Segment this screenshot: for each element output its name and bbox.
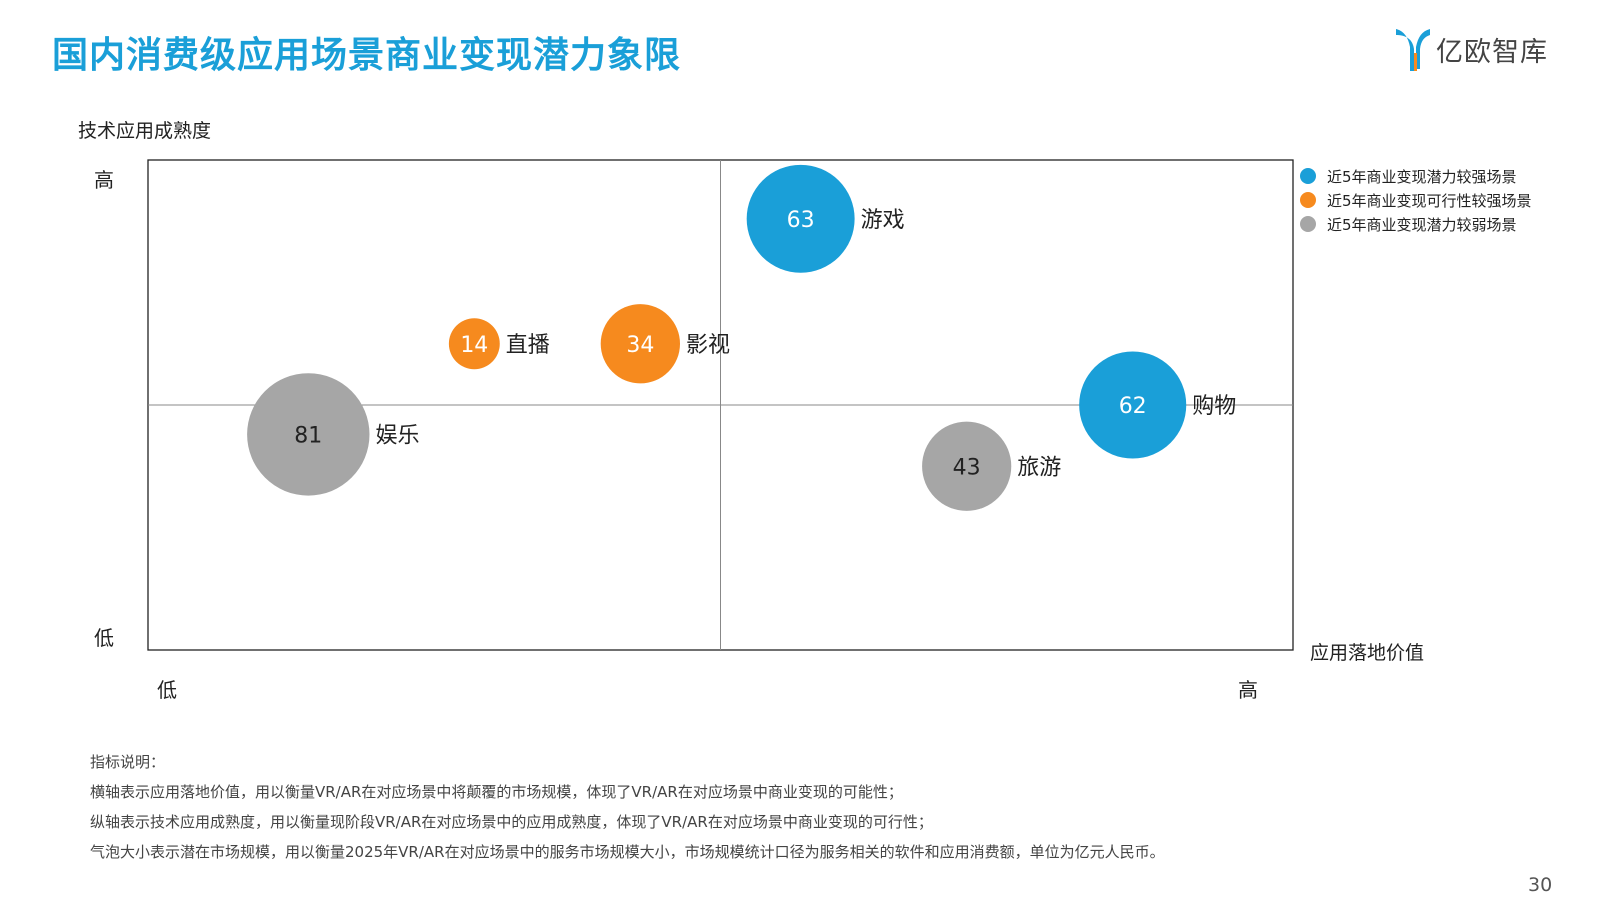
page-number: 30 bbox=[1528, 874, 1553, 896]
legend-item-weak-potential: 近5年商业变现潜力较弱场景 bbox=[1300, 212, 1532, 236]
y-axis-high-label: 高 bbox=[94, 168, 114, 192]
notes-line-y-axis: 纵轴表示技术应用成熟度，用以衡量现阶段VR/AR在对应场景中的应用成熟度，体现了… bbox=[90, 813, 933, 831]
bubble-category-label: 影视 bbox=[686, 333, 730, 358]
bubble-直播 bbox=[448, 318, 500, 370]
bubble-value-label: 62 bbox=[1119, 394, 1147, 419]
bubble-category-label: 旅游 bbox=[1017, 455, 1061, 480]
notes-line-bubble-size: 气泡大小表示潜在市场规模，用以衡量2025年VR/AR在对应场景中的服务市场规模… bbox=[90, 843, 1165, 861]
x-axis-high-label: 高 bbox=[1238, 678, 1258, 702]
notes-heading: 指标说明： bbox=[90, 753, 166, 771]
legend-item-strong-potential: 近5年商业变现潜力较强场景 bbox=[1300, 164, 1532, 188]
bubble-category-label: 游戏 bbox=[861, 208, 905, 233]
y-axis-title: 技术应用成熟度 bbox=[78, 120, 212, 142]
x-axis-title: 应用落地价值 bbox=[1310, 642, 1425, 664]
bubble-影视 bbox=[600, 304, 681, 384]
legend-label: 近5年商业变现潜力较弱场景 bbox=[1327, 215, 1517, 234]
legend-label: 近5年商业变现潜力较强场景 bbox=[1327, 167, 1517, 186]
bubble-购物 bbox=[1079, 351, 1187, 459]
bubble-value-label: 81 bbox=[294, 423, 322, 448]
yiou-logo-icon bbox=[1396, 29, 1430, 71]
x-axis-low-label: 低 bbox=[157, 678, 177, 702]
legend-item-strong-feasibility: 近5年商业变现可行性较强场景 bbox=[1300, 188, 1532, 212]
bubble-category-label: 娱乐 bbox=[376, 423, 420, 448]
bubble-value-label: 34 bbox=[626, 333, 654, 358]
bubble-layer: 63 游戏 62 购物 14 直播 34 影视 81 娱乐 43 旅游 bbox=[247, 164, 1236, 511]
page-title: 国内消费级应用场景商业变现潜力象限 bbox=[52, 35, 682, 76]
notes-line-x-axis: 横轴表示应用落地价值，用以衡量VR/AR在对应场景中将颠覆的市场规模，体现了VR… bbox=[90, 783, 903, 801]
legend-swatch bbox=[1300, 192, 1316, 208]
legend: 近5年商业变现潜力较强场景 近5年商业变现可行性较强场景 近5年商业变现潜力较弱… bbox=[1300, 164, 1532, 236]
legend-label: 近5年商业变现可行性较强场景 bbox=[1327, 191, 1532, 210]
bubble-category-label: 直播 bbox=[506, 333, 550, 358]
bubble-value-label: 43 bbox=[953, 455, 981, 480]
bubble-value-label: 14 bbox=[460, 333, 488, 358]
indicator-notes: 指标说明： 横轴表示应用落地价值，用以衡量VR/AR在对应场景中将颠覆的市场规模… bbox=[90, 747, 1165, 867]
bubble-旅游 bbox=[922, 421, 1012, 511]
logo-text: 亿欧智库 bbox=[1436, 36, 1548, 68]
bubble-娱乐 bbox=[247, 373, 370, 496]
y-axis-low-label: 低 bbox=[94, 626, 114, 650]
yiou-logo: 亿欧智库 bbox=[1394, 22, 1574, 76]
legend-swatch bbox=[1300, 216, 1316, 232]
bubble-value-label: 63 bbox=[787, 208, 815, 233]
bubble-游戏 bbox=[746, 164, 855, 273]
legend-swatch bbox=[1300, 168, 1316, 184]
bubble-category-label: 购物 bbox=[1192, 394, 1236, 419]
